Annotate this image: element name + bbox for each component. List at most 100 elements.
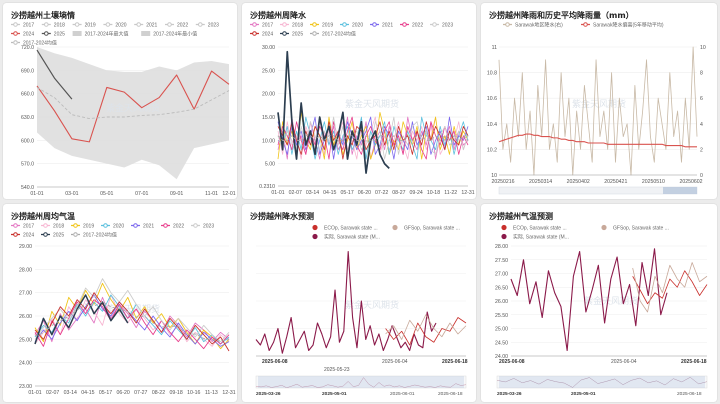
- legend-item-6[interactable]: 2023: [191, 223, 214, 230]
- legend-item-4[interactable]: 2021: [131, 223, 154, 230]
- nav-tick-label: 2025-06-01: [390, 391, 415, 397]
- y-tick-label: 630.0: [21, 115, 34, 121]
- y-tick-label: 10.8: [487, 71, 497, 77]
- x-tick-label: 12-31: [222, 390, 235, 396]
- navigator-line: [255, 377, 467, 388]
- series-line: [277, 121, 469, 160]
- legend-marker: [136, 22, 141, 27]
- chart-rainfall-history[interactable]: Sarawak地区降水(右) Sarawak降水偏离(5年移动平均) 10 10.2 1…: [481, 3, 717, 199]
- navigator: [496, 375, 708, 389]
- panel-soil-moisture: 沙捞越州土壤墒情 2017 2018 2019 2020 2021 2022 2023 202…: [3, 3, 237, 199]
- legend-marker: [505, 22, 510, 27]
- legend-item-0[interactable]: 2017: [11, 22, 34, 29]
- legend-item-0[interactable]: 2017: [11, 223, 34, 230]
- legend-item-4[interactable]: 2021: [134, 22, 158, 29]
- legend-item-1[interactable]: 2018: [280, 22, 303, 29]
- series-line: [34, 301, 230, 342]
- legend-item-0[interactable]: ECOp, Sarawak state ...: [501, 224, 567, 232]
- navigator-selection[interactable]: [258, 376, 464, 388]
- legend-item-3[interactable]: 2020: [103, 22, 127, 29]
- legend-item-9[interactable]: 2017-2024年最大值: [72, 31, 129, 38]
- legend-item-6[interactable]: 2023: [195, 22, 219, 29]
- x-tick-label: 03-14: [64, 390, 77, 396]
- legend-item-2[interactable]: 实际, Sarawak state (M...: [501, 234, 569, 241]
- legend-item-5[interactable]: 2022: [400, 22, 423, 29]
- legend-swatch: [72, 31, 82, 36]
- y-tick-label: 25.50: [495, 313, 508, 319]
- legend-item-9[interactable]: 2017-2024均值: [71, 232, 117, 239]
- series-line: [34, 294, 129, 345]
- legend-swatch: [392, 224, 398, 231]
- legend-item-0[interactable]: ECOp, Sarawak state ...: [312, 224, 378, 232]
- y-tick-label: 28.00: [19, 267, 32, 273]
- legend-item-5[interactable]: 2022: [165, 22, 188, 29]
- legend-item-0[interactable]: Sarawak地区降水(右): [503, 22, 563, 29]
- nav-tick-label: 2025-03-26: [256, 391, 281, 397]
- legend-item-5[interactable]: 2022: [161, 223, 184, 230]
- y-tick-label: 26.00: [19, 314, 32, 320]
- y-tick-label: 27.00: [19, 291, 32, 297]
- legend-item-1[interactable]: 2018: [41, 22, 65, 29]
- legend-item-0[interactable]: 2017: [250, 22, 273, 29]
- y-tick-label: 27.00: [495, 272, 508, 278]
- y-tick-label: 29.00: [19, 244, 32, 250]
- legend-item-2[interactable]: 实际, Sarawak state (M...: [312, 234, 380, 241]
- zoom-slider-handle[interactable]: [663, 187, 697, 194]
- chart-rainfall-forecast[interactable]: ECOp, Sarawak state ... GFSop, Sarawak st…: [242, 204, 476, 402]
- legend-label: 2022: [177, 23, 188, 29]
- chart-temperature-forecast[interactable]: ECOp, Sarawak state ... GFSop, Sarawak st…: [481, 204, 717, 402]
- legend-item-1[interactable]: GFSop, Sarawak state ...: [601, 224, 669, 232]
- legend-item-9[interactable]: 2017-2024均值: [310, 31, 356, 38]
- chart-weekly-rainfall[interactable]: 2017 2018 2019 2020 2021 2022 2023 2024 2025 2017…: [242, 3, 476, 199]
- y-tick-label: 25.00: [495, 327, 508, 333]
- legend-item-3[interactable]: 2020: [340, 22, 363, 29]
- x-tick-label: 20250602: [679, 179, 702, 185]
- panel-title: 沙捞越州降雨和历史平均降雨量（mm）: [489, 11, 634, 20]
- legend-marker: [74, 22, 80, 27]
- x-tick-label: 05-01: [100, 191, 113, 197]
- legend-item-7[interactable]: 2024: [11, 232, 34, 239]
- legend-item-7[interactable]: 2024: [250, 31, 273, 38]
- legend-item-7[interactable]: 2024: [11, 31, 34, 38]
- legend-marker: [44, 22, 49, 27]
- x-tick-label: 05-17: [340, 190, 353, 196]
- legend-item-2[interactable]: 2019: [310, 22, 333, 29]
- series-line: [34, 296, 230, 343]
- watermark: 紫金天风期货: [572, 98, 626, 109]
- legend-item-8[interactable]: 2025: [280, 31, 303, 38]
- x-tick-label: 08-22: [152, 390, 165, 396]
- legend-item-2[interactable]: 2019: [72, 22, 96, 29]
- series-line: [277, 50, 390, 174]
- series-line: [34, 294, 230, 347]
- chart-weekly-temperature[interactable]: 2017 2018 2019 2020 2021 2022 2023 2024 2025 2017…: [3, 204, 237, 402]
- legend-item-2[interactable]: 2019: [71, 223, 94, 230]
- panel-title: 沙捞越州降水预测: [250, 212, 314, 221]
- legend-item-8[interactable]: 2025: [41, 31, 65, 38]
- legend-item-10[interactable]: 2017-2024年最小值: [141, 31, 197, 38]
- legend-label: 实际, Sarawak state (M...: [513, 234, 569, 241]
- legend-item-1[interactable]: 2018: [41, 223, 64, 230]
- x-tick-label: 02-07: [289, 190, 302, 196]
- y2-tick-label: 4: [700, 122, 703, 128]
- legend-item-1[interactable]: Sarawak降水偏离(5年移动平均): [581, 22, 664, 29]
- legend-item-3[interactable]: 2020: [101, 223, 124, 230]
- chart-soil-moisture[interactable]: 2017 2018 2019 2020 2021 2022 2023 2024 2025 2017…: [3, 3, 237, 199]
- legend-marker: [282, 22, 287, 27]
- panel-title: 沙捞越州气温预测: [489, 212, 553, 221]
- legend-item-8[interactable]: 2025: [41, 232, 64, 239]
- navigator-selection[interactable]: [499, 376, 705, 388]
- y2-tick-label: 0: [700, 173, 703, 179]
- legend-marker: [342, 22, 347, 27]
- x-tick-label: 04-15: [323, 190, 336, 196]
- legend-item-6[interactable]: 2023: [430, 22, 453, 29]
- panel-title: 沙捞越州周降水: [250, 11, 306, 20]
- x-tick-label: 2025-06-08: [262, 359, 288, 365]
- series-line: [632, 262, 708, 313]
- x-tick-label: 2025-06-18: [442, 359, 468, 365]
- legend-item-4[interactable]: 2021: [370, 22, 393, 29]
- legend-label: 2017-2024均值: [23, 40, 57, 47]
- legend-item-1[interactable]: GFSop, Sarawak state ...: [392, 224, 460, 232]
- legend-label: 2017: [262, 23, 273, 29]
- legend-item-11[interactable]: 2017-2024均值: [11, 40, 57, 47]
- nav-tick-label: 2025-05-01: [322, 391, 347, 397]
